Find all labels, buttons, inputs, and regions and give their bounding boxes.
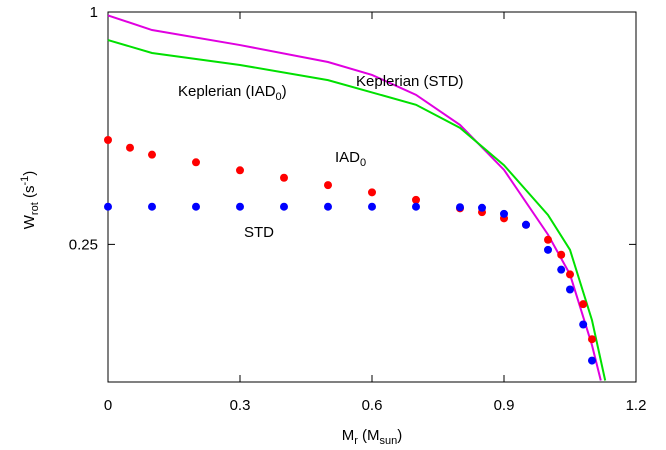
scatter-point [456,203,464,212]
scatter-point [557,250,566,259]
scatter-point [500,209,508,218]
series-line [107,39,607,381]
scatter-point [126,143,134,152]
scatter-point [324,181,332,190]
scatter-point [324,202,332,211]
scatter-point [368,202,376,211]
scatter-point [280,202,288,211]
scatter-point [148,150,156,159]
scatter-point [588,335,596,344]
annotation: STD [244,224,274,241]
annotation: Keplerian (IAD0) [178,83,287,103]
label-part: ) [397,427,402,444]
label-part: r [354,435,358,447]
scatter-point [236,166,244,175]
label-part: (s [21,186,38,203]
label-part: -1 [19,176,31,186]
label-part: 0 [360,157,366,169]
scatter-point [544,235,552,244]
scatter-point [478,203,486,212]
scatter-point [236,202,244,211]
plot-frame [107,11,637,383]
label-part: W [21,214,38,229]
y-tick-label: 0.25 [69,236,98,253]
x-tick-label: 0 [104,397,112,414]
label-part: 0 [276,91,282,103]
annotation: Keplerian (STD) [356,73,464,90]
scatter-point [412,195,420,204]
scatter-point [588,356,596,365]
y-axis-label: Wrot (s-1) [19,171,41,229]
label-part: (M [358,427,380,444]
scatter-point [148,202,156,211]
label-part: Keplerian (IAD [178,83,276,100]
scatter-point [280,173,288,182]
label-part: M [342,427,355,444]
label-part: ) [21,171,38,176]
scatter-point [522,220,530,229]
scatter-point [104,202,112,211]
label-part: sun [380,435,398,447]
annotation: IAD0 [335,149,366,169]
scatter-point [192,158,200,167]
series-line [107,14,602,381]
scatter-point [368,188,376,197]
scatter-point [579,320,588,329]
label-part: Keplerian (STD) [356,73,464,90]
x-tick-label: 0.9 [494,397,515,414]
scatter-point [192,202,200,211]
scatter-point [566,270,574,279]
scatter-point [104,135,112,144]
x-tick-label: 0.3 [230,397,251,414]
x-axis-label: Mr (Msun) [342,427,403,447]
scatter-point [566,285,574,294]
x-tick-label: 0.6 [362,397,383,414]
scatter-point [579,300,588,309]
y-tick-label: 1 [90,4,98,21]
label-part: STD [244,224,274,241]
x-tick-label: 1.2 [626,397,647,414]
label-part: IAD [335,149,360,166]
scatter-point [412,202,420,211]
scatter-point [544,245,552,254]
label-part: rot [29,202,41,215]
label-part: ) [282,83,287,100]
scatter-point [557,265,566,274]
